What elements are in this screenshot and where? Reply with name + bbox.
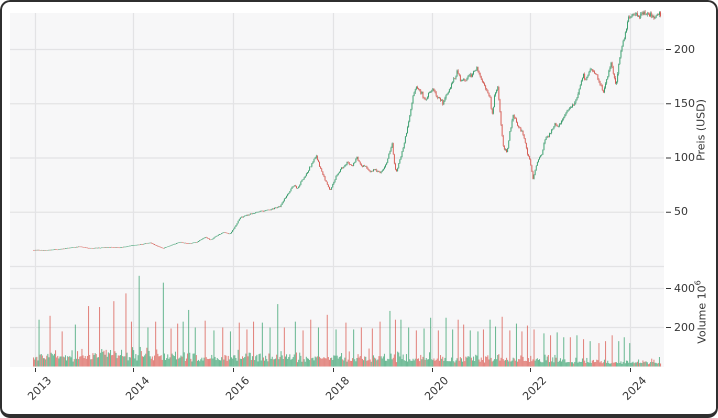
- price-tick-label: 100: [674, 151, 695, 164]
- price-tick-label: 150: [674, 96, 695, 110]
- volume-tick-label: 200: [674, 320, 695, 334]
- price-axis-title: Preis (USD): [695, 99, 708, 161]
- volume-axis-title: Volume 106: [694, 280, 709, 344]
- volume-axis-title-exponent: 6: [693, 280, 703, 286]
- volume-axis-title-text: Volume 10: [695, 285, 709, 344]
- price-axis-title-text: Preis (USD): [694, 99, 708, 161]
- price-tick-label: 200: [674, 42, 695, 56]
- volume-tick-label: 400: [674, 281, 695, 295]
- price-tick-label: 50: [674, 205, 688, 219]
